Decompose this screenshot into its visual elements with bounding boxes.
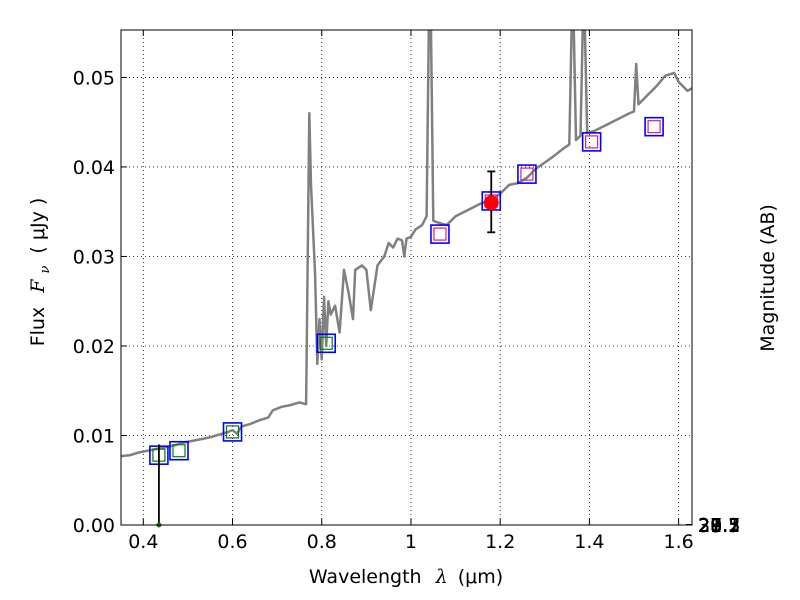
- mag-axis-label: Magnitude (AB): [757, 204, 779, 352]
- synthetic-flux-square: [319, 336, 333, 350]
- y-axis-label-unit: ( μJy ): [27, 198, 49, 254]
- x-tick-label: 0.6: [217, 531, 247, 553]
- synthetic-flux-square: [585, 135, 599, 149]
- x-tick-label: 1.4: [574, 531, 604, 553]
- y-axis-label-subscript: ν: [38, 266, 53, 274]
- model-photometry-square: [517, 164, 537, 184]
- y-tick-label: 0.01: [73, 425, 115, 447]
- mag-tick-label: 28.2: [698, 515, 740, 537]
- mag-tick-label: 30: [698, 515, 722, 537]
- mag-tick-label: 28.5: [698, 515, 740, 537]
- y-axis-label-symbol: F: [27, 279, 49, 294]
- synthetic-flux-square: [172, 444, 186, 458]
- markers-layer: [149, 116, 664, 528]
- mag-tick-label: 31: [698, 515, 722, 537]
- model-spectrum-layer: [121, 30, 692, 458]
- model-photometry-square: [169, 440, 189, 461]
- y-axis-label: Flux F ν ( μJy ): [27, 198, 54, 347]
- y-tick-label: 0.00: [73, 515, 115, 537]
- grid: [121, 30, 692, 526]
- model-photometry-square: [644, 116, 664, 137]
- y-axis-label-prefix: Flux: [27, 307, 49, 347]
- mag-tick-label: 29: [698, 515, 722, 537]
- x-tick-label: 1.6: [664, 531, 694, 553]
- y-tick-label: 0.05: [73, 67, 115, 89]
- mag-tick-label: 29.5: [698, 515, 740, 537]
- synthetic-flux-square: [520, 167, 534, 181]
- x-axis-label: Wavelength λ (μm): [309, 566, 503, 588]
- model-spectrum-line: [121, 30, 692, 458]
- x-axis-label-unit: (μm): [458, 566, 503, 588]
- x-axis-label-symbol: λ: [435, 566, 448, 588]
- model-photometry-square: [222, 422, 243, 442]
- x-tick-label: 1.2: [485, 531, 515, 553]
- mag-tick-label: 27.3: [698, 515, 740, 537]
- mag-tick-label: 27.7: [698, 515, 740, 537]
- mag-tick-label: 27.1: [698, 515, 740, 537]
- plot-frame: [120, 29, 693, 526]
- synthetic-flux-square: [647, 120, 661, 134]
- model-photometry-square: [430, 224, 450, 244]
- synthetic-flux-square: [225, 425, 240, 439]
- y-axis-ticks: 0.00 0.01 0.02 0.03 0.04 0.05: [73, 67, 127, 537]
- model-photometry-square: [581, 132, 602, 152]
- x-tick-label: 0.8: [307, 531, 337, 553]
- y-tick-label: 0.03: [73, 246, 115, 268]
- x-axis-ticks: 0.4 0.6 0.8 1 1.2 1.4 1.6: [128, 30, 694, 553]
- model-photometry-square: [316, 333, 337, 354]
- y-tick-label: 0.02: [73, 336, 115, 358]
- observed-flux-point: [483, 195, 499, 211]
- synthetic-flux-square: [433, 227, 447, 241]
- mag-tick-label: 28: [698, 515, 722, 537]
- x-tick-label: 1: [405, 531, 417, 553]
- x-axis-label-prefix: Wavelength: [309, 566, 422, 588]
- y-tick-label: 0.04: [73, 157, 115, 179]
- x-tick-label: 0.4: [128, 531, 158, 553]
- mag-tick-label: 27.5: [698, 515, 740, 537]
